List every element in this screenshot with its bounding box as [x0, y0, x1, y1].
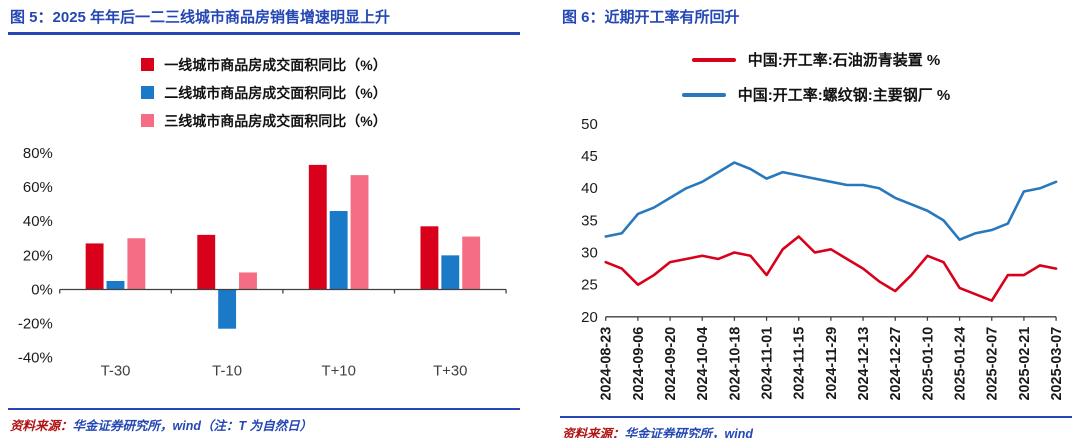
legend-item-asphalt: 中国:开工率:石油沥青装置 % [691, 49, 941, 70]
figure6-title: 图 6：近期开工率有所回升 [562, 9, 740, 26]
figure6-bottom-rule [560, 416, 1072, 418]
svg-text:50: 50 [581, 117, 598, 133]
svg-text:25: 25 [581, 278, 598, 294]
svg-text:2024-12-13: 2024-12-13 [856, 327, 872, 401]
source-prefix: 资料来源： [562, 426, 625, 438]
svg-text:2025-02-21: 2025-02-21 [1017, 327, 1033, 401]
svg-text:2025-01-10: 2025-01-10 [920, 327, 936, 401]
svg-text:60%: 60% [23, 180, 53, 196]
rebar-blue-line-swatch [681, 92, 726, 97]
source-body: 华金证券研究所，wind（注：T 为自然日） [72, 419, 313, 433]
legend-label-tier2: 二线城市商品房成交面积同比（%） [164, 84, 387, 101]
svg-text:45: 45 [581, 149, 598, 165]
figure5-source-line: 资料来源：华金证券研究所，wind（注：T 为自然日） [8, 415, 520, 434]
svg-text:20: 20 [581, 310, 598, 326]
figure5-title-rule [8, 32, 520, 35]
figure5-title: 图 5：2025 年年后一二三线城市商品房销售增速明显上升 [10, 9, 391, 26]
svg-text:2024-11-29: 2024-11-29 [824, 327, 840, 400]
svg-text:80%: 80% [23, 145, 53, 161]
figure5-source-block: 资料来源：华金证券研究所，wind（注：T 为自然日） [8, 408, 520, 434]
line-chart: 20 25 30 35 40 45 50 2024-08-23 2024-09-06 2024-0… [581, 117, 1065, 401]
svg-text:2024-10-18: 2024-10-18 [727, 327, 743, 401]
legend-item-tier1: 一线城市商品房成交面积同比（%） [141, 55, 387, 75]
legend-label-rebar: 中国:开工率:螺纹钢:主要钢厂 % [737, 87, 951, 104]
svg-text:-20%: -20% [18, 316, 53, 332]
figure6-chart-area: 20 25 30 35 40 45 50 2024-08-23 2024-09-06 2024-0… [560, 116, 1072, 416]
svg-text:30: 30 [581, 246, 598, 262]
source-body: 华金证券研究所，wind [624, 426, 753, 438]
bar-chart: -40% -20% 0% 20% 40% 60% 80% T-30 T-10 T+10 T+30 [18, 145, 507, 379]
asphalt-red-line-swatch [691, 57, 736, 62]
figure5-bottom-rule [8, 408, 520, 410]
figure5-chart-area: -40% -20% 0% 20% 40% 60% 80% T-30 T-10 T+10 T+30 [8, 145, 520, 384]
svg-text:2024-11-15: 2024-11-15 [792, 327, 808, 400]
svg-text:-40%: -40% [18, 350, 53, 366]
svg-text:2025-03-07: 2025-03-07 [1049, 327, 1065, 401]
svg-text:2024-10-04: 2024-10-04 [695, 327, 711, 401]
figure6-legend: 中国:开工率:石油沥青装置 % 中国:开工率:螺纹钢:主要钢厂 % [560, 42, 1072, 112]
legend-item-tier2: 二线城市商品房成交面积同比（%） [141, 83, 387, 103]
svg-text:T-10: T-10 [212, 363, 242, 379]
legend-label-tier3: 三线城市商品房成交面积同比（%） [164, 112, 387, 129]
legend-item-tier3: 三线城市商品房成交面积同比（%） [141, 111, 387, 131]
svg-text:2024-09-20: 2024-09-20 [663, 327, 679, 401]
svg-text:2024-12-27: 2024-12-27 [888, 327, 904, 401]
svg-text:2024-09-06: 2024-09-06 [631, 327, 647, 401]
figure6-panel: 图 6：近期开工率有所回升 中国:开工率:石油沥青装置 % 中国:开工率:螺纹钢… [560, 6, 1072, 438]
svg-text:2025-01-24: 2025-01-24 [953, 327, 969, 401]
legend-item-rebar: 中国:开工率:螺纹钢:主要钢厂 % [681, 84, 951, 105]
tier3-pink-swatch [141, 114, 155, 127]
tier1-red-swatch [141, 58, 155, 71]
figure6-source-line: 资料来源：华金证券研究所，wind [560, 423, 1072, 438]
svg-text:2024-11-01: 2024-11-01 [760, 327, 776, 400]
tier2-blue-swatch [141, 86, 155, 99]
svg-text:T-30: T-30 [101, 363, 131, 379]
source-prefix: 资料来源： [10, 419, 73, 433]
legend-label-tier1: 一线城市商品房成交面积同比（%） [164, 56, 387, 73]
svg-text:0%: 0% [31, 282, 53, 298]
figure5-panel: 图 5：2025 年年后一二三线城市商品房销售增速明显上升 一线城市商品房成交面… [8, 6, 520, 434]
svg-text:20%: 20% [23, 248, 53, 264]
figure6-source-block: 资料来源：华金证券研究所，wind [560, 416, 1072, 438]
svg-text:40%: 40% [23, 214, 53, 230]
legend-label-asphalt: 中国:开工率:石油沥青装置 % [747, 52, 941, 69]
figure5-legend: 一线城市商品房成交面积同比（%） 二线城市商品房成交面积同比（%） 三线城市商品… [141, 47, 387, 139]
svg-text:T+30: T+30 [433, 363, 467, 379]
svg-text:35: 35 [581, 213, 598, 229]
svg-text:2025-02-07: 2025-02-07 [985, 327, 1001, 401]
svg-text:T+10: T+10 [321, 363, 355, 379]
svg-text:2024-08-23: 2024-08-23 [599, 327, 615, 401]
svg-text:40: 40 [581, 181, 598, 197]
